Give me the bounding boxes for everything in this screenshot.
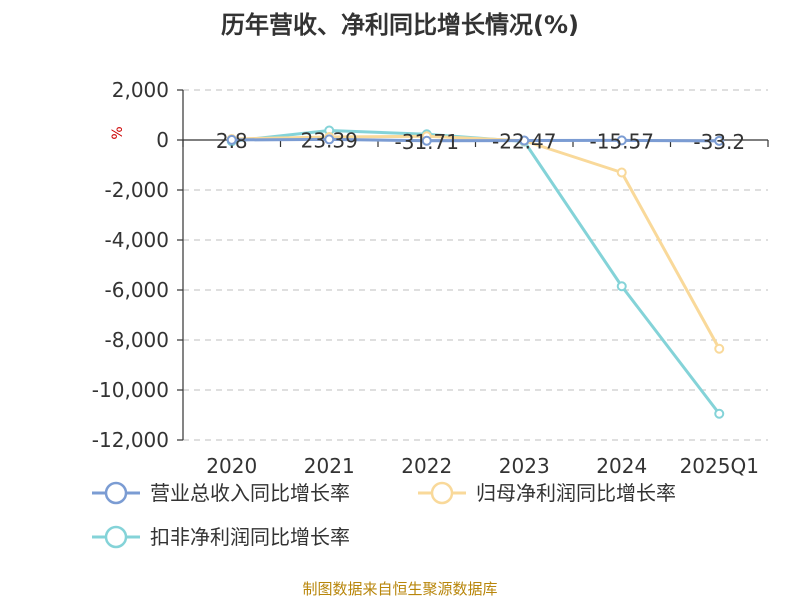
x-tick-label: 2025Q1 xyxy=(680,454,759,478)
x-tick-label: 2022 xyxy=(401,454,452,478)
legend-label: 营业总收入同比增长率 xyxy=(150,481,350,505)
x-tick-label: 2021 xyxy=(304,454,355,478)
y-tick-label: -8,000 xyxy=(105,328,169,352)
data-point xyxy=(519,135,530,146)
data-point xyxy=(714,408,725,419)
data-point xyxy=(714,135,725,146)
data-point xyxy=(616,135,627,146)
grid xyxy=(183,89,768,441)
data-point xyxy=(714,343,725,354)
data-label: -22.47 xyxy=(492,130,556,154)
y-unit-label: % xyxy=(110,126,126,139)
y-tick-label: 2,000 xyxy=(112,78,169,102)
data-point xyxy=(616,167,627,178)
data-point xyxy=(616,281,627,292)
y-tick-label: -4,000 xyxy=(105,228,169,252)
series xyxy=(226,125,725,419)
data-point xyxy=(324,134,335,145)
legend-item[interactable]: 扣非净利润同比增长率 xyxy=(92,525,350,549)
y-tick-label: -10,000 xyxy=(92,378,169,402)
y-tick-label: 0 xyxy=(156,128,169,152)
data-label: -31.71 xyxy=(395,130,459,154)
data-label: -15.57 xyxy=(590,129,654,153)
x-tick-label: 2024 xyxy=(596,454,647,478)
data-label: 23.39 xyxy=(301,128,358,152)
y-tick-label: -12,000 xyxy=(92,428,169,452)
data-label: -33.2 xyxy=(693,130,745,154)
x-tick-label: 2020 xyxy=(206,454,257,478)
series-line xyxy=(231,137,720,143)
series-1 xyxy=(226,134,725,146)
y-tick-label: -2,000 xyxy=(105,178,169,202)
legend-swatch-marker xyxy=(104,481,128,505)
data-point xyxy=(421,135,432,146)
chart-title: 历年营收、净利同比增长情况(%) xyxy=(221,11,579,39)
legend-swatch-marker xyxy=(104,525,128,549)
legend-label: 归母净利润同比增长率 xyxy=(476,481,676,505)
legend-item[interactable]: 归母净利润同比增长率 xyxy=(418,481,676,505)
data-label: 2.8 xyxy=(216,129,248,153)
x-tick-label: 2023 xyxy=(499,454,550,478)
series-line xyxy=(231,134,721,350)
source-note: 制图数据来自恒生聚源数据库 xyxy=(302,580,497,598)
legend-label: 扣非净利润同比增长率 xyxy=(150,525,350,549)
axes: 2,000 0 -2,000 -4,000 -6,000 -8,000 -10,000 -12… xyxy=(92,78,769,478)
legend-item[interactable]: 营业总收入同比增长率 xyxy=(92,481,350,505)
series-3 xyxy=(226,125,725,419)
data-labels: 2.8 23.39 -31.71 -22.47 -15.57 -33.2 xyxy=(216,128,745,153)
y-tick-label: -6,000 xyxy=(105,278,169,302)
series-line xyxy=(231,129,721,415)
legend-swatch-marker xyxy=(430,481,454,505)
data-point xyxy=(226,134,237,145)
